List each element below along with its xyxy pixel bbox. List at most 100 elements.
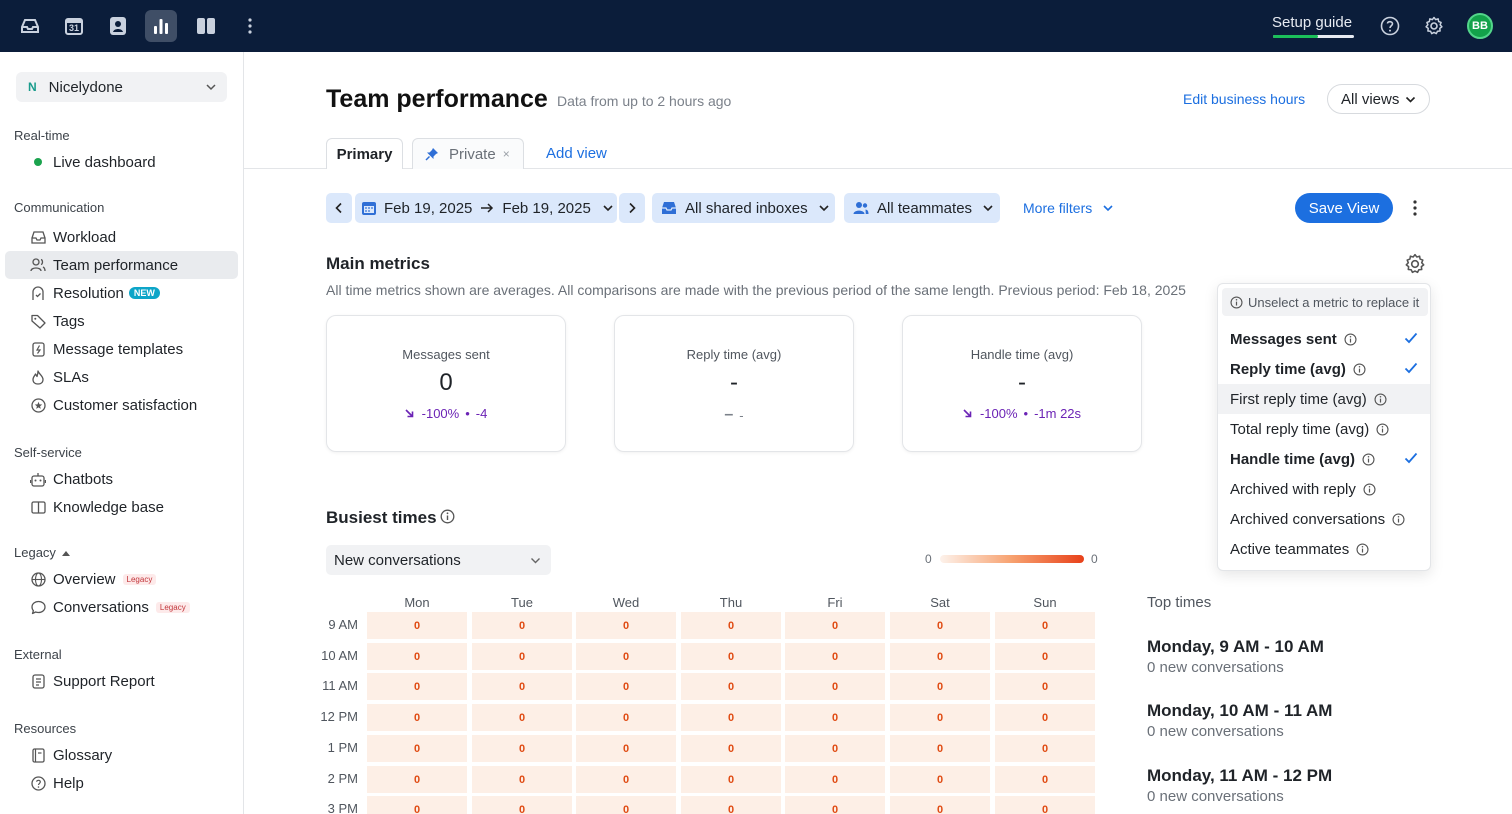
- teammates-filter[interactable]: All teammates: [844, 193, 1000, 223]
- sidebar-item-team-performance[interactable]: Team performance: [5, 251, 238, 279]
- heatmap-cell[interactable]: 0: [681, 643, 781, 670]
- heatmap-cell[interactable]: 0: [785, 612, 885, 639]
- heatmap-cell[interactable]: 0: [576, 796, 676, 814]
- metric-option[interactable]: Reply time (avg): [1218, 354, 1430, 384]
- sidebar-item-message-templates[interactable]: Message templates: [5, 335, 238, 363]
- help-icon[interactable]: [1374, 10, 1406, 42]
- heatmap-cell[interactable]: 0: [890, 735, 990, 762]
- heatmap-cell[interactable]: 0: [472, 704, 572, 731]
- sidebar-item-knowledge-base[interactable]: Knowledge base: [5, 493, 238, 521]
- heatmap-cell[interactable]: 0: [472, 766, 572, 793]
- heatmap-cell[interactable]: 0: [367, 612, 467, 639]
- heatmap-cell[interactable]: 0: [576, 643, 676, 670]
- heatmap-cell[interactable]: 0: [472, 643, 572, 670]
- section-legacy[interactable]: Legacy: [14, 545, 70, 560]
- heatmap-cell[interactable]: 0: [681, 704, 781, 731]
- next-period-button[interactable]: [619, 193, 645, 223]
- sidebar-item-workload[interactable]: Workload: [5, 223, 238, 251]
- contacts-icon[interactable]: [102, 10, 134, 42]
- heatmap-cell[interactable]: 0: [681, 673, 781, 700]
- heatmap-cell[interactable]: 0: [995, 612, 1095, 639]
- heatmap-cell[interactable]: 0: [890, 796, 990, 814]
- heatmap-cell[interactable]: 0: [367, 704, 467, 731]
- sidebar-item-tags[interactable]: Tags: [5, 307, 238, 335]
- heatmap-cell[interactable]: 0: [785, 796, 885, 814]
- sidebar-item-conversations[interactable]: Conversations Legacy: [5, 593, 238, 621]
- heatmap-cell[interactable]: 0: [367, 673, 467, 700]
- prev-period-button[interactable]: [326, 193, 352, 223]
- inbox-icon[interactable]: [14, 10, 46, 42]
- setup-guide-link[interactable]: Setup guide: [1272, 14, 1353, 31]
- heatmap-cell[interactable]: 0: [785, 673, 885, 700]
- heatmap-cell[interactable]: 0: [367, 735, 467, 762]
- heatmap-cell[interactable]: 0: [681, 796, 781, 814]
- sidebar-item-resolution[interactable]: Resolution NEW: [5, 279, 238, 307]
- heatmap-cell[interactable]: 0: [995, 673, 1095, 700]
- heatmap-cell[interactable]: 0: [995, 796, 1095, 814]
- heatmap-cell[interactable]: 0: [681, 766, 781, 793]
- heatmap-cell[interactable]: 0: [785, 735, 885, 762]
- metric-option[interactable]: Handle time (avg): [1218, 444, 1430, 474]
- analytics-icon[interactable]: [145, 10, 177, 42]
- tab-private[interactable]: Private ×: [412, 138, 524, 169]
- sidebar-item-support-report[interactable]: Support Report: [5, 667, 238, 695]
- user-avatar[interactable]: BB: [1467, 13, 1493, 39]
- heatmap-cell[interactable]: 0: [576, 766, 676, 793]
- heatmap-cell[interactable]: 0: [576, 704, 676, 731]
- heatmap-cell[interactable]: 0: [367, 766, 467, 793]
- info-icon[interactable]: [1353, 362, 1366, 376]
- heatmap-cell[interactable]: 0: [576, 735, 676, 762]
- heatmap-cell[interactable]: 0: [472, 796, 572, 814]
- heatmap-cell[interactable]: 0: [785, 643, 885, 670]
- heatmap-cell[interactable]: 0: [890, 766, 990, 793]
- heatmap-cell[interactable]: 0: [367, 643, 467, 670]
- sidebar-item-help[interactable]: Help: [5, 769, 238, 797]
- sidebar-item-customer-satisfaction[interactable]: Customer satisfaction: [5, 391, 238, 419]
- sidebar-item-glossary[interactable]: Glossary: [5, 741, 238, 769]
- more-icon[interactable]: [234, 10, 266, 42]
- info-icon[interactable]: [1362, 452, 1375, 466]
- heatmap-cell[interactable]: 0: [472, 735, 572, 762]
- metric-option[interactable]: Total reply time (avg): [1218, 414, 1430, 444]
- conversation-type-select[interactable]: New conversations: [326, 545, 551, 575]
- sidebar-item-chatbots[interactable]: Chatbots: [5, 465, 238, 493]
- metric-option[interactable]: Archived conversations: [1218, 504, 1430, 534]
- save-view-button[interactable]: Save View: [1295, 193, 1393, 223]
- metrics-settings-gear-icon[interactable]: [1404, 253, 1426, 275]
- info-icon[interactable]: [1344, 332, 1357, 346]
- heatmap-cell[interactable]: 0: [995, 766, 1095, 793]
- close-tab-icon[interactable]: ×: [502, 147, 510, 161]
- heatmap-cell[interactable]: 0: [890, 704, 990, 731]
- more-options-icon[interactable]: [1406, 199, 1424, 217]
- heatmap-cell[interactable]: 0: [995, 643, 1095, 670]
- add-view-link[interactable]: Add view: [546, 145, 607, 162]
- all-views-dropdown[interactable]: All views: [1327, 84, 1430, 114]
- heatmap-cell[interactable]: 0: [367, 796, 467, 814]
- sidebar-item-live-dashboard[interactable]: Live dashboard: [5, 148, 238, 176]
- heatmap-cell[interactable]: 0: [785, 766, 885, 793]
- heatmap-cell[interactable]: 0: [681, 735, 781, 762]
- heatmap-cell[interactable]: 0: [472, 612, 572, 639]
- heatmap-cell[interactable]: 0: [681, 612, 781, 639]
- inbox-filter[interactable]: All shared inboxes: [652, 193, 835, 223]
- settings-gear-icon[interactable]: [1418, 10, 1450, 42]
- info-icon[interactable]: [1376, 422, 1389, 436]
- metric-option[interactable]: Archived with reply: [1218, 474, 1430, 504]
- heatmap-cell[interactable]: 0: [576, 612, 676, 639]
- metric-option[interactable]: First reply time (avg): [1218, 384, 1430, 414]
- metric-option[interactable]: Active teammates: [1218, 534, 1430, 564]
- workspace-switcher[interactable]: N Nicelydone: [16, 72, 227, 102]
- info-icon[interactable]: [1356, 542, 1369, 556]
- heatmap-cell[interactable]: 0: [890, 612, 990, 639]
- tab-primary[interactable]: Primary: [326, 138, 403, 169]
- heatmap-cell[interactable]: 0: [576, 673, 676, 700]
- heatmap-cell[interactable]: 0: [890, 673, 990, 700]
- heatmap-cell[interactable]: 0: [995, 704, 1095, 731]
- info-icon[interactable]: [1392, 512, 1405, 526]
- info-icon[interactable]: [1363, 482, 1376, 496]
- date-range-picker[interactable]: Feb 19, 2025 Feb 19, 2025: [355, 193, 617, 223]
- more-filters-button[interactable]: More filters: [1023, 200, 1114, 216]
- heatmap-cell[interactable]: 0: [785, 704, 885, 731]
- calendar-icon[interactable]: 31: [58, 10, 90, 42]
- heatmap-cell[interactable]: 0: [890, 643, 990, 670]
